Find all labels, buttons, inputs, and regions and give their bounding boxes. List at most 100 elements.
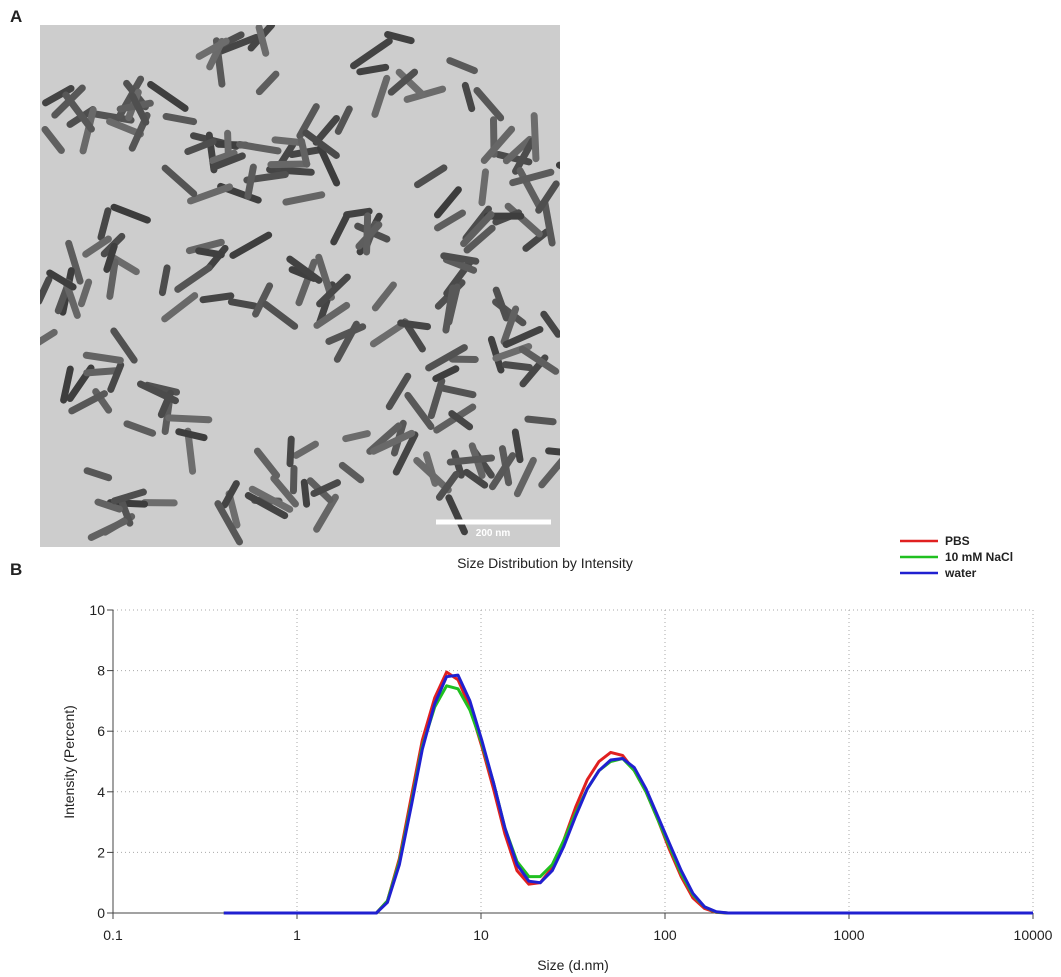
rod — [511, 428, 524, 464]
rod — [478, 168, 489, 207]
rod — [286, 435, 295, 468]
rod — [158, 264, 171, 297]
rod — [106, 258, 119, 300]
rod — [460, 210, 495, 248]
rod — [270, 474, 299, 508]
rod — [65, 239, 84, 285]
rod — [522, 228, 551, 252]
rod — [296, 103, 320, 140]
series-line — [223, 673, 1033, 915]
rod — [316, 273, 351, 308]
rod — [60, 365, 74, 404]
x-tick-label: 1000 — [833, 927, 864, 943]
rod — [545, 447, 560, 456]
rod — [300, 478, 311, 508]
rod — [298, 137, 311, 168]
scale-bar-label: 200 nm — [476, 528, 511, 539]
rod — [370, 429, 416, 455]
rod — [518, 345, 560, 375]
rod — [110, 327, 138, 364]
rod — [221, 480, 240, 509]
rod — [463, 224, 496, 254]
legend-label: PBS — [945, 534, 970, 548]
legend-label: water — [944, 566, 977, 580]
rod — [87, 518, 128, 541]
rod — [350, 37, 393, 70]
y-tick-label: 2 — [97, 844, 105, 860]
rod — [413, 457, 452, 494]
rod — [404, 391, 435, 430]
rod — [448, 410, 474, 431]
rod — [41, 125, 65, 154]
rod — [106, 118, 144, 138]
x-tick-label: 10 — [473, 927, 489, 943]
rod — [97, 207, 112, 241]
rod — [41, 84, 75, 107]
rod — [185, 238, 225, 255]
x-tick-label: 1 — [293, 927, 301, 943]
rod — [538, 457, 560, 489]
rod — [384, 31, 415, 45]
rod — [161, 292, 199, 323]
rod — [184, 427, 197, 475]
rod — [541, 199, 556, 247]
rod — [110, 488, 147, 505]
rod — [502, 325, 544, 349]
rod — [253, 447, 281, 479]
y-tick-label: 6 — [97, 723, 105, 739]
rod — [488, 452, 517, 491]
rod — [356, 63, 390, 76]
rod — [433, 186, 462, 219]
rod — [397, 319, 432, 331]
rod — [435, 470, 460, 501]
rod — [82, 235, 112, 258]
y-axis-label: Intensity (Percent) — [61, 705, 77, 819]
rod — [413, 164, 448, 189]
rod — [343, 207, 373, 219]
rod — [530, 112, 540, 163]
rod — [512, 137, 536, 175]
panel-label: B — [10, 560, 22, 579]
rod — [445, 283, 461, 326]
rod — [267, 160, 311, 169]
rod — [184, 138, 217, 156]
rod — [445, 494, 468, 536]
rod — [334, 105, 353, 135]
rod — [244, 163, 257, 200]
rod — [162, 112, 198, 126]
rod — [371, 74, 391, 118]
panel-label: A — [10, 7, 22, 26]
x-tick-label: 10000 — [1014, 927, 1053, 943]
rod — [338, 461, 365, 484]
rod — [330, 213, 350, 246]
rod — [371, 281, 397, 312]
rod — [46, 269, 77, 291]
rod — [446, 57, 478, 75]
rod — [40, 328, 58, 346]
rod — [209, 149, 238, 165]
tem-rods — [40, 25, 560, 546]
rod — [83, 467, 113, 482]
rod — [117, 495, 134, 527]
rod — [442, 256, 478, 274]
rod — [62, 91, 95, 133]
rod — [244, 492, 289, 520]
rod — [165, 414, 213, 424]
y-tick-label: 4 — [97, 784, 105, 800]
y-tick-label: 0 — [97, 905, 105, 921]
rod — [147, 81, 189, 112]
rod — [82, 351, 124, 364]
rod — [129, 92, 150, 126]
rod — [310, 479, 342, 498]
rod — [342, 430, 371, 443]
rod — [252, 282, 274, 318]
rod — [387, 68, 419, 96]
rod — [302, 129, 340, 159]
rod — [461, 81, 476, 113]
rod — [110, 203, 151, 224]
rod — [432, 365, 460, 383]
rod — [440, 252, 480, 265]
rod — [271, 136, 303, 146]
rod — [313, 493, 339, 533]
rod — [186, 183, 234, 205]
